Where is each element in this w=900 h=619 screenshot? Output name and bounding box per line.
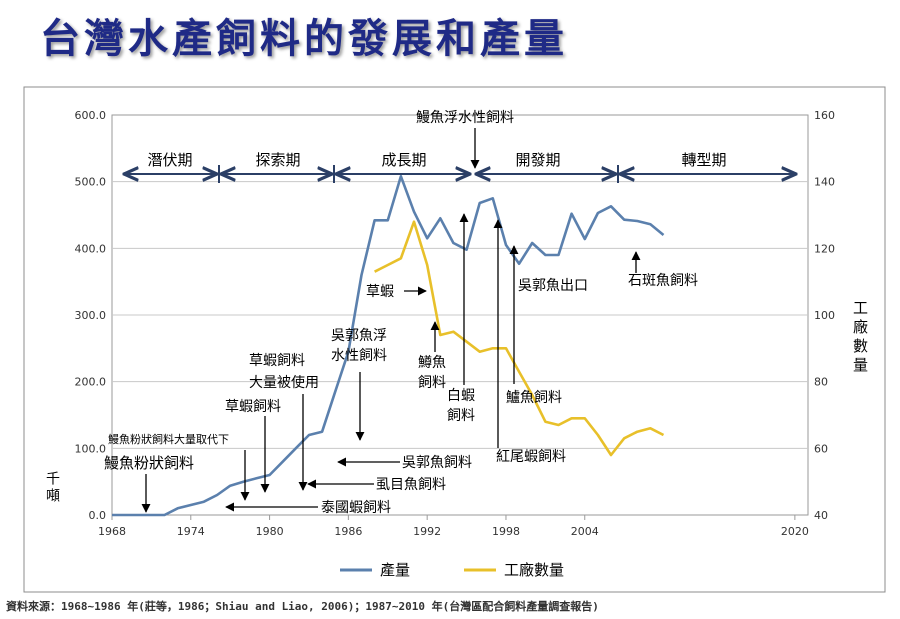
period-label-develop: 開發期 — [515, 151, 560, 169]
series-lines — [112, 175, 665, 517]
period-labels: 潛伏期 探索期 成長期 開發期 轉型期 — [147, 151, 726, 169]
right-tick-label: 120 — [814, 242, 835, 255]
x-tick-label: 1968 — [98, 525, 126, 538]
right-tick-label: 60 — [814, 442, 828, 455]
right-axis-title: 工廠數量 — [851, 300, 869, 376]
series-line-production — [112, 175, 665, 517]
annotation-grouper-feed: 石斑魚飼料 — [628, 273, 698, 289]
annotation-shrimp-feed: 草蝦飼料 — [225, 399, 281, 415]
annotation-trout-2: 飼料 — [418, 375, 446, 391]
right-tick-label: 40 — [814, 509, 828, 522]
x-axis-ticks: 1968 1974 1980 1986 1992 1998 2004 2020 — [98, 515, 809, 538]
annotation-tilapia-export: 吳郭魚出口 — [518, 277, 588, 294]
left-tick-label: 200.0 — [75, 376, 107, 389]
annotation-giant-prawn-feed: 泰國蝦飼料 — [321, 500, 391, 516]
right-tick-label: 140 — [814, 176, 835, 189]
left-axis-label: 千噸 — [44, 471, 60, 505]
x-tick-label: 1986 — [334, 525, 362, 538]
x-tick-label: 1992 — [413, 525, 441, 538]
annotation-shrimp-feed-massive-1: 草蝦飼料 — [249, 353, 305, 369]
annotation-trout-1: 鱒魚 — [418, 355, 446, 371]
right-axis-ticks: 40 60 80 100 120 140 160 — [814, 109, 835, 522]
right-axis-label: 工廠數量 — [851, 300, 869, 376]
annotation-grass-shrimp: 草蝦 — [366, 284, 394, 300]
annotation-eel-powder-replaced: 鰻魚粉狀飼料大量取代下 — [108, 432, 229, 446]
annotation-white-shrimp-2: 飼料 — [447, 408, 475, 424]
annotation-arrows — [141, 128, 641, 513]
source-note: 資料來源：1968~1986 年(莊等，1986；Shiau and Liao,… — [6, 600, 599, 613]
right-tick-label: 80 — [814, 376, 828, 389]
x-tick-label: 1980 — [256, 525, 284, 538]
right-tick-label: 160 — [814, 109, 835, 122]
legend-label-factories: 工廠數量 — [504, 561, 564, 579]
page-title: 台灣水產飼料的發展和產量 — [40, 15, 568, 62]
period-label-latent: 潛伏期 — [147, 151, 192, 169]
period-arrows — [124, 165, 796, 183]
annotation-eel-floating-feed: 鰻魚浮水性飼料 — [416, 110, 514, 126]
left-tick-label: 500.0 — [75, 176, 107, 189]
period-label-explore: 探索期 — [255, 151, 300, 169]
annotation-sea-bass-feed: 鱸魚飼料 — [506, 390, 562, 406]
left-tick-label: 100.0 — [75, 442, 107, 455]
x-tick-label: 2004 — [571, 525, 599, 538]
period-label-growth: 成長期 — [381, 151, 426, 169]
annotations: 鰻魚浮水性飼料 草蝦 吳郭魚浮 水性飼料 草蝦飼料 大量被使用 草蝦飼料 鰻魚粉… — [104, 110, 698, 516]
annotation-milkfish-feed: 虱目魚飼料 — [376, 477, 446, 493]
left-tick-label: 600.0 — [75, 109, 107, 122]
annotation-tilapia-floating-1: 吳郭魚浮 — [331, 327, 387, 344]
annotation-shrimp-feed-massive-2: 大量被使用 — [249, 374, 319, 391]
x-tick-label: 1998 — [492, 525, 520, 538]
left-tick-label: 400.0 — [75, 242, 107, 255]
annotation-white-shrimp-1: 白蝦 — [447, 388, 475, 404]
x-tick-label: 1974 — [177, 525, 205, 538]
left-axis-title: 千噸 — [44, 471, 60, 505]
right-tick-label: 100 — [814, 309, 835, 322]
annotation-eel-powder-feed: 鰻魚粉狀飼料 — [104, 454, 194, 472]
legend-label-production: 產量 — [380, 561, 410, 579]
left-axis-ticks: 0.0 100.0 200.0 300.0 400.0 500.0 600.0 — [75, 109, 107, 522]
annotation-tilapia-floating-2: 水性飼料 — [331, 348, 387, 364]
period-label-transform: 轉型期 — [681, 151, 726, 169]
left-tick-label: 0.0 — [89, 509, 107, 522]
left-tick-label: 300.0 — [75, 309, 107, 322]
annotation-red-tail-shrimp-feed: 紅尾蝦飼料 — [496, 449, 566, 465]
x-tick-label: 2020 — [781, 525, 809, 538]
series-line-factories — [374, 220, 665, 457]
annotation-tilapia-feed: 吳郭魚飼料 — [402, 454, 472, 471]
legend: 產量 工廠數量 — [340, 561, 564, 579]
